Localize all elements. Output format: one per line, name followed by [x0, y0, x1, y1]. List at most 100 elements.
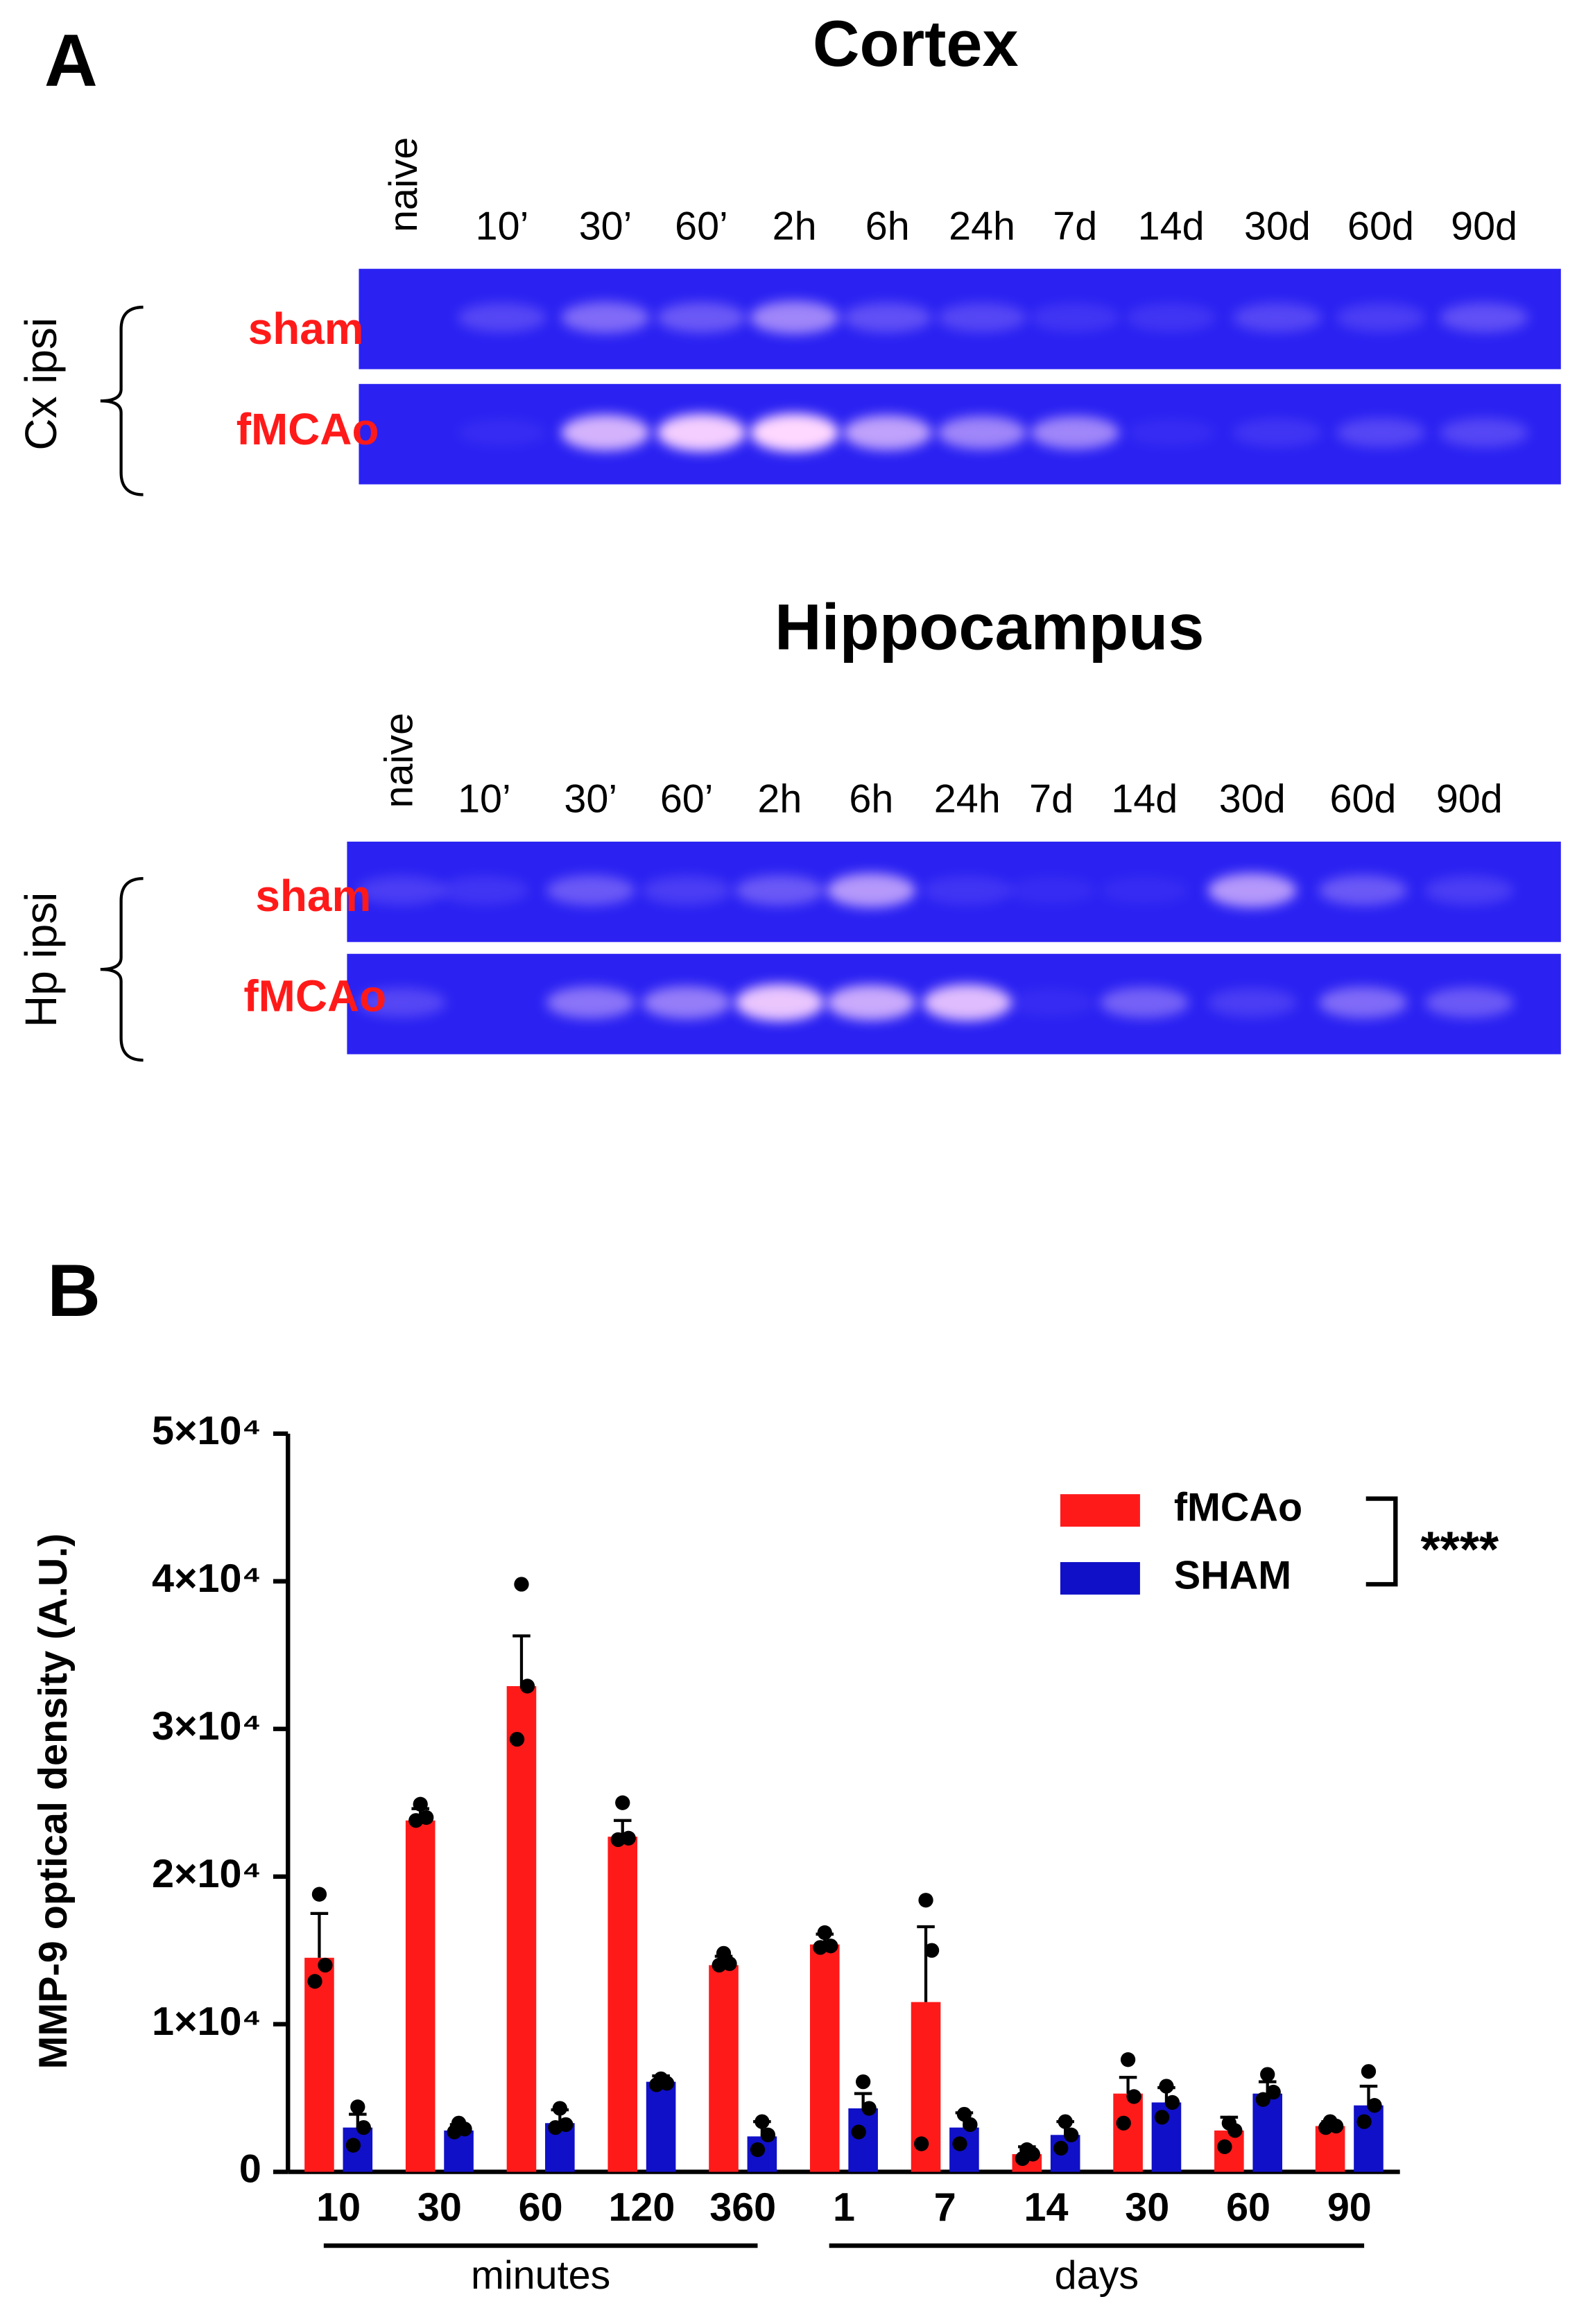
gel-band [1126, 419, 1216, 446]
gel-band [1007, 876, 1096, 904]
data-point [1367, 2098, 1382, 2113]
bar [1113, 2093, 1143, 2172]
row-label: fMCAo [243, 971, 386, 1021]
data-point [1361, 2064, 1377, 2079]
data-point [963, 2117, 978, 2133]
data-point [952, 2136, 967, 2151]
y-tick-label: 4×10⁴ [152, 1556, 261, 1601]
data-point [924, 1943, 940, 1958]
gel-band [1440, 418, 1528, 447]
x-tick-label: 30 [417, 2185, 462, 2230]
data-point [813, 1940, 828, 1955]
gel-band [750, 301, 839, 334]
data-point [548, 2119, 563, 2135]
data-point [1058, 2114, 1073, 2129]
gel-band [827, 985, 916, 1021]
gel-band [561, 415, 650, 451]
gel-band [440, 876, 529, 905]
data-point [712, 1957, 727, 1973]
data-point [861, 2101, 877, 2116]
data-point [356, 2119, 371, 2135]
brace [100, 877, 144, 1062]
gel-title: Hippocampus [775, 590, 1204, 663]
error-bar [1119, 2076, 1137, 2094]
gel-title: Cortex [813, 7, 1019, 80]
data-point [914, 2136, 929, 2151]
data-point [851, 2124, 866, 2140]
y-tick-label: 0 [239, 2147, 261, 2192]
y-tick-label: 3×10⁴ [152, 1704, 261, 1749]
lane-label: 14d [1138, 204, 1205, 248]
y-tick-label: 2×10⁴ [152, 1852, 261, 1896]
bar [304, 1957, 334, 2172]
error-bar [512, 1634, 531, 1686]
lane-label: 60d [1329, 777, 1396, 822]
data-point [345, 2137, 361, 2153]
x-tick-label: 60 [519, 2185, 563, 2230]
gel-band [357, 988, 447, 1017]
x-tick-label: 90 [1327, 2185, 1372, 2230]
gel-band [1424, 876, 1514, 905]
gel-band [1207, 988, 1297, 1017]
data-point [649, 2077, 664, 2092]
data-point [1318, 2119, 1334, 2135]
lane-label: 10’ [476, 204, 529, 248]
bar [949, 2127, 979, 2172]
data-point [1015, 2151, 1031, 2167]
lane-label: 60’ [675, 204, 728, 248]
gel-band [922, 984, 1012, 1021]
gel-band [735, 875, 825, 905]
gel-band [1318, 987, 1408, 1018]
bar [709, 1965, 739, 2172]
lane-label: 6h [849, 777, 893, 822]
lane-label: naive [377, 713, 421, 808]
gel-band [938, 303, 1026, 332]
data-point [1356, 2114, 1372, 2129]
data-point [408, 1813, 424, 1828]
panel-label: A [44, 19, 98, 102]
lane-label: 60d [1347, 204, 1414, 248]
gel-band [1031, 416, 1120, 449]
data-point [1053, 2140, 1069, 2156]
data-point [1227, 2123, 1243, 2138]
gel-band [1424, 987, 1514, 1018]
data-point [1154, 2110, 1170, 2125]
lane-label: 30’ [564, 777, 617, 822]
legend-swatch [1060, 1494, 1140, 1527]
significance: **** [1421, 1521, 1500, 1577]
x-tick-label: 60 [1226, 2185, 1270, 2230]
lane-label: 30d [1219, 777, 1286, 822]
gel-band [843, 302, 932, 333]
gel-band [1007, 989, 1096, 1016]
gel-band [843, 415, 932, 451]
gel-band [1336, 418, 1425, 447]
bar [1315, 2126, 1345, 2172]
data-point [817, 1925, 832, 1941]
lane-label: 7d [1053, 204, 1097, 248]
legend-label: fMCAo [1174, 1486, 1302, 1530]
data-point [750, 2142, 766, 2158]
lane-label: 24h [949, 204, 1015, 248]
group-label: days [1055, 2253, 1139, 2298]
gel-band [1100, 876, 1189, 904]
data-point [1120, 2052, 1136, 2067]
data-point [1064, 2127, 1079, 2142]
bar [405, 1820, 436, 2172]
panel-label: B [47, 1249, 101, 1332]
data-point [610, 1832, 626, 1848]
row-label: fMCAo [236, 404, 379, 454]
x-tick-label: 10 [316, 2185, 361, 2230]
lane-label: 6h [865, 204, 910, 248]
data-point [760, 2127, 776, 2142]
data-point [552, 2101, 567, 2116]
lane-label: 30d [1244, 204, 1311, 248]
group-label: minutes [471, 2253, 610, 2298]
lane-label: naive [381, 137, 426, 232]
lane-label: 2h [757, 777, 802, 822]
gel-band [1440, 302, 1528, 333]
y-tick-label: 1×10⁴ [152, 2000, 261, 2044]
data-point [1266, 2084, 1281, 2100]
brace [100, 305, 144, 496]
bar [506, 1685, 537, 2172]
data-point [413, 1796, 428, 1812]
